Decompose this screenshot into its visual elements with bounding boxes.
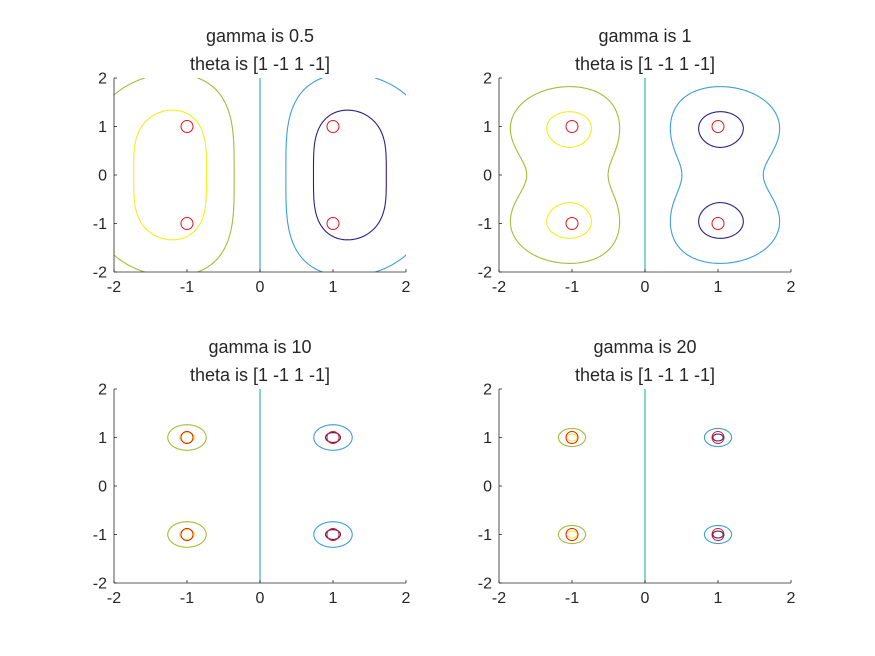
y-tick-label: -1 [478, 527, 492, 544]
contour-level-5 [546, 111, 592, 239]
x-tick-label: 0 [641, 590, 650, 607]
y-tick-label: 1 [483, 430, 492, 447]
subplot-title-line-1: gamma is 0.5 [206, 26, 314, 46]
x-tick-label: 1 [329, 279, 338, 296]
y-tick-label: -1 [93, 527, 107, 544]
center-marker [326, 217, 340, 230]
y-tick-label: 1 [98, 430, 107, 447]
contour-lines [114, 78, 406, 272]
contour-level-1 [312, 109, 387, 241]
y-tick-label: 0 [483, 168, 492, 185]
subplot-4: -2 -1 0 1 2 -2 -1 0 1 2 gamma is 20 theta is [1 -1 … [478, 337, 796, 607]
y-tick-label: 2 [483, 382, 492, 399]
x-tick-label: 0 [256, 590, 265, 607]
x-tick-label: -1 [180, 590, 194, 607]
x-tick-label: 2 [402, 279, 411, 296]
center-marker [326, 528, 340, 541]
center-marker [711, 120, 725, 133]
subplot-title-line-2: theta is [1 -1 1 -1] [190, 54, 330, 74]
x-tick-label: 2 [402, 590, 411, 607]
subplot-title-line-1: gamma is 10 [208, 337, 311, 357]
contour-lines [509, 78, 781, 272]
subplot-1: -2 -1 0 1 2 -2 -1 0 1 2 gamma is 0.5 theta is [1 -1… [93, 26, 411, 296]
y-tick-label: 0 [483, 479, 492, 496]
x-tick-label: -1 [180, 279, 194, 296]
center-marker [180, 528, 194, 541]
subplot-title-line-1: gamma is 20 [593, 337, 696, 357]
y-tick-label: 1 [98, 119, 107, 136]
x-tick-label: 1 [714, 279, 723, 296]
center-marker [180, 217, 194, 230]
contour-level-1 [712, 433, 724, 539]
x-tick-label: 2 [787, 279, 796, 296]
y-tick-label: -1 [478, 216, 492, 233]
center-marker [326, 431, 340, 444]
subplot-title-line-2: theta is [1 -1 1 -1] [575, 54, 715, 74]
x-tick-label: -2 [492, 590, 506, 607]
x-tick-label: 0 [256, 279, 265, 296]
contour-level-5 [133, 109, 208, 241]
x-tick-label: 0 [641, 279, 650, 296]
contour-level-5 [566, 433, 578, 539]
y-tick-label: -2 [93, 576, 107, 593]
contour-level-2 [703, 427, 733, 545]
contour-level-2 [313, 424, 353, 548]
x-tick-label: 1 [329, 590, 338, 607]
contour-lines [557, 389, 733, 583]
center-marker [180, 120, 194, 133]
y-tick-label: 1 [483, 119, 492, 136]
subplot-title-line-1: gamma is 1 [598, 26, 691, 46]
contour-level-4 [557, 427, 587, 545]
y-tick-label: 2 [98, 382, 107, 399]
y-tick-label: 2 [483, 71, 492, 88]
contour-level-4 [509, 86, 621, 264]
center-marker [565, 528, 579, 541]
center-marker [180, 431, 194, 444]
contour-level-4 [167, 424, 207, 548]
x-tick-label: 1 [714, 590, 723, 607]
subplot-3: -2 -1 0 1 2 -2 -1 0 1 2 gamma is 10 theta is [1 -1 … [93, 337, 411, 607]
y-tick-label: -2 [93, 265, 107, 282]
y-tick-label: 2 [98, 71, 107, 88]
x-tick-label: -2 [107, 590, 121, 607]
center-marker [711, 217, 725, 230]
contour-level-2 [285, 78, 406, 272]
y-tick-label: 0 [98, 479, 107, 496]
center-marker [565, 120, 579, 133]
x-tick-label: -2 [492, 279, 506, 296]
contour-level-4 [114, 78, 235, 272]
y-tick-label: -2 [478, 265, 492, 282]
center-marker [711, 431, 725, 444]
y-tick-label: -2 [478, 576, 492, 593]
center-marker [565, 431, 579, 444]
center-marker [565, 217, 579, 230]
contour-lines [167, 389, 353, 583]
subplot-title-line-2: theta is [1 -1 1 -1] [575, 365, 715, 385]
x-tick-label: 2 [787, 590, 796, 607]
center-marker [326, 120, 340, 133]
subplot-title-line-2: theta is [1 -1 1 -1] [190, 365, 330, 385]
contour-level-1 [324, 431, 342, 541]
contour-level-5 [178, 431, 196, 541]
y-tick-label: -1 [93, 216, 107, 233]
x-tick-label: -1 [565, 590, 579, 607]
contour-level-1 [698, 111, 744, 239]
x-tick-label: -1 [565, 279, 579, 296]
contour-level-2 [669, 86, 781, 264]
x-tick-label: -2 [107, 279, 121, 296]
center-marker [711, 528, 725, 541]
subplot-2: -2 -1 0 1 2 -2 -1 0 1 2 gamma is 1 theta is [1 -1 1… [478, 26, 796, 296]
y-tick-label: 0 [98, 168, 107, 185]
